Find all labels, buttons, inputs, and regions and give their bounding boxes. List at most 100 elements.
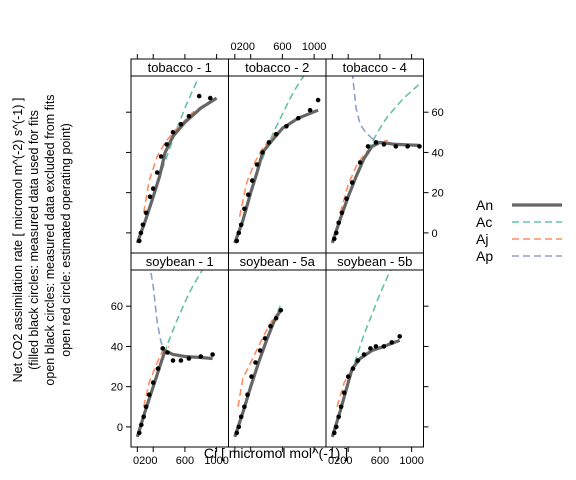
panel-curves: [330, 76, 422, 244]
data-point: [253, 360, 258, 365]
data-point: [260, 150, 265, 155]
data-point: [242, 404, 247, 410]
data-point: [339, 210, 345, 216]
data-point: [350, 366, 356, 371]
data-point: [140, 222, 146, 228]
data-point: [296, 115, 301, 121]
panel-tobacco-4: tobacco - 4: [325, 58, 424, 254]
data-point: [262, 336, 268, 341]
panel-curves: [330, 270, 403, 438]
data-point: [417, 144, 422, 149]
data-point: [345, 374, 351, 379]
data-point: [150, 186, 156, 191]
panel-soybean-5b: soybean - 5b: [325, 252, 424, 448]
data-point: [389, 340, 395, 345]
data-point: [355, 358, 361, 363]
data-point: [278, 307, 284, 313]
data-point: [334, 230, 339, 236]
data-point: [160, 346, 165, 351]
curve-Ap: [351, 76, 420, 147]
panel-curves: [135, 270, 215, 438]
data-point: [139, 422, 144, 428]
curve-An: [135, 96, 218, 244]
data-point: [334, 424, 339, 430]
data-point: [164, 142, 169, 147]
curve-An: [233, 108, 319, 244]
panel-tobacco-1: tobacco - 1: [130, 58, 229, 254]
data-point: [147, 194, 153, 199]
x-tick-label-top: 600: [273, 41, 291, 53]
legend-label-Aj: Aj: [476, 231, 488, 247]
data-point: [186, 356, 192, 361]
data-point: [249, 374, 254, 379]
data-point: [397, 334, 403, 339]
data-point: [178, 122, 184, 127]
data-point: [234, 238, 240, 244]
data-point: [373, 140, 379, 145]
data-point: [341, 390, 347, 396]
data-point: [236, 424, 242, 430]
data-point: [273, 316, 279, 321]
data-point: [381, 142, 387, 147]
curve-An: [330, 140, 420, 244]
data-point: [268, 324, 273, 329]
data-point: [257, 348, 263, 353]
data-point: [146, 392, 152, 398]
x-tick-label: 1000: [399, 455, 423, 467]
data-point: [336, 414, 342, 420]
data-point: [238, 222, 244, 228]
y-tick-label: 40: [111, 341, 123, 353]
curve-Aj: [336, 339, 400, 408]
data-point: [196, 93, 202, 99]
y-tick-label-right: 20: [432, 188, 444, 200]
x-tick-label: 1000: [204, 455, 228, 467]
data-point: [254, 162, 260, 167]
data-point: [178, 358, 184, 363]
y-tick-label: 0: [117, 422, 123, 434]
data-point: [336, 220, 342, 226]
data-point: [245, 392, 250, 398]
panels-layer: tobacco - 1 tobacco - 2 tobacco - 4 soybean…: [130, 58, 424, 448]
data-point: [143, 404, 149, 410]
data-point: [186, 113, 192, 119]
data-point: [315, 97, 321, 103]
panel-frame: [130, 75, 229, 254]
x-axis-title: Ci [ micromol mol^(-1) ]: [204, 445, 348, 461]
data-point: [158, 154, 164, 159]
data-point: [365, 144, 371, 149]
y-tick-label: 20: [111, 382, 123, 394]
data-point: [150, 380, 156, 385]
y-tick-label-right: 0: [432, 228, 438, 240]
data-point: [210, 352, 215, 357]
curve-Aj: [142, 345, 170, 407]
data-point: [332, 430, 337, 436]
y-axis-label-line-3: open black circles: measured data exclud…: [43, 94, 57, 385]
y-axis-label-line-1: Net CO2 assimilation rate [ micromol m^(…: [11, 98, 25, 383]
data-point: [141, 414, 146, 420]
data-point: [381, 344, 387, 349]
data-point: [242, 206, 247, 212]
y-tick-label-right: 60: [432, 107, 444, 119]
data-point: [170, 130, 176, 135]
data-point: [357, 160, 363, 165]
panel-title: soybean - 1: [146, 254, 214, 269]
panel-tobacco-2: tobacco - 2: [228, 58, 327, 254]
data-point: [138, 230, 144, 236]
curve-Ac: [331, 83, 421, 244]
data-point: [332, 236, 337, 242]
data-point: [373, 344, 379, 349]
legend-label-An: An: [476, 197, 493, 213]
panel-frame: [228, 269, 327, 448]
y-axis-label-line-2: (filled black circles: measured data use…: [27, 110, 41, 370]
data-point: [165, 350, 170, 355]
data-point: [307, 107, 313, 113]
data-point: [143, 210, 149, 216]
y-tick-label: 60: [111, 301, 123, 313]
data-point: [266, 140, 272, 145]
data-point: [198, 354, 204, 359]
data-point: [236, 230, 242, 236]
curve-Aj: [142, 97, 217, 213]
